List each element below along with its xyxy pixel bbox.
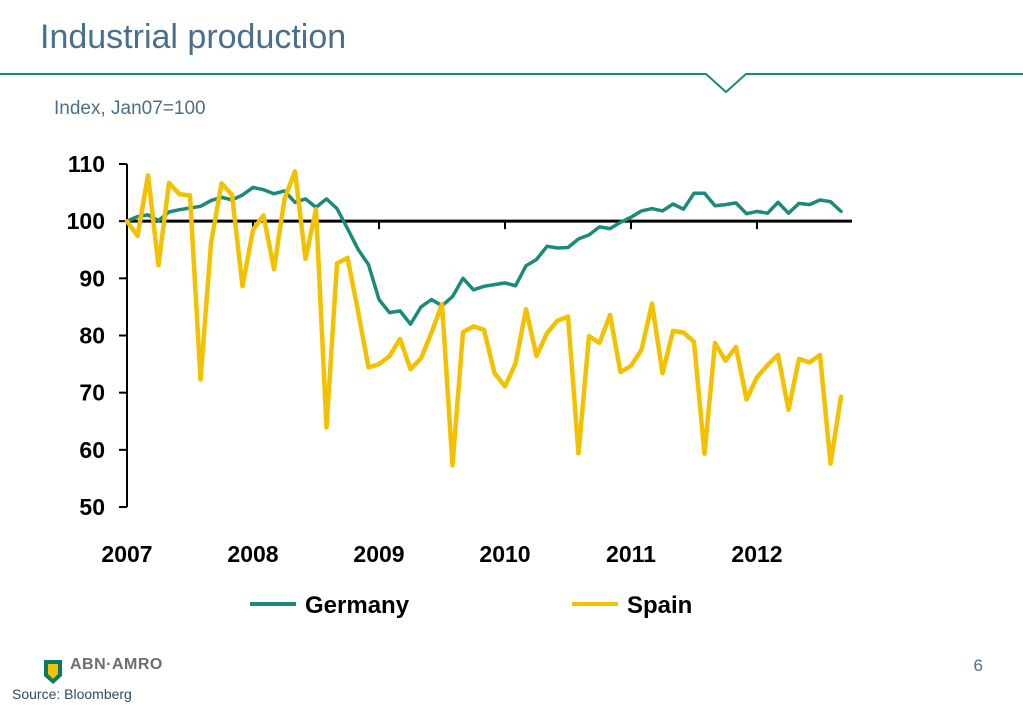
- y-tick-label: 70: [79, 380, 105, 406]
- logo-text: ABN·AMRO: [70, 656, 163, 673]
- y-tick-label: 100: [67, 208, 105, 234]
- x-tick-label: 2009: [353, 541, 404, 567]
- series-line-spain: [124, 169, 844, 468]
- y-tick-label: 90: [79, 265, 105, 291]
- slide-title: Industrial production: [40, 18, 347, 56]
- y-tick-label: 50: [79, 494, 105, 520]
- x-tick-label: 2011: [606, 541, 656, 567]
- series-line-germany: [125, 185, 843, 326]
- legend-label-spain: Spain: [627, 592, 692, 619]
- chart-subtitle: Index, Jan07=100: [54, 98, 206, 119]
- source-note: Source: Bloomberg: [12, 686, 132, 702]
- x-tick-label: 2008: [227, 541, 278, 567]
- y-tick-label: 110: [68, 151, 105, 177]
- y-tick-label: 60: [79, 437, 105, 463]
- y-tick-label: 80: [79, 323, 105, 349]
- x-tick-label: 2010: [479, 541, 530, 567]
- abn-amro-shield-icon: [44, 660, 62, 684]
- x-tick-label: 2012: [731, 541, 782, 567]
- x-tick-label: 2007: [101, 541, 152, 567]
- header-rule: [0, 73, 1023, 94]
- legend-label-germany: Germany: [305, 592, 410, 619]
- page-number: 6: [973, 656, 983, 675]
